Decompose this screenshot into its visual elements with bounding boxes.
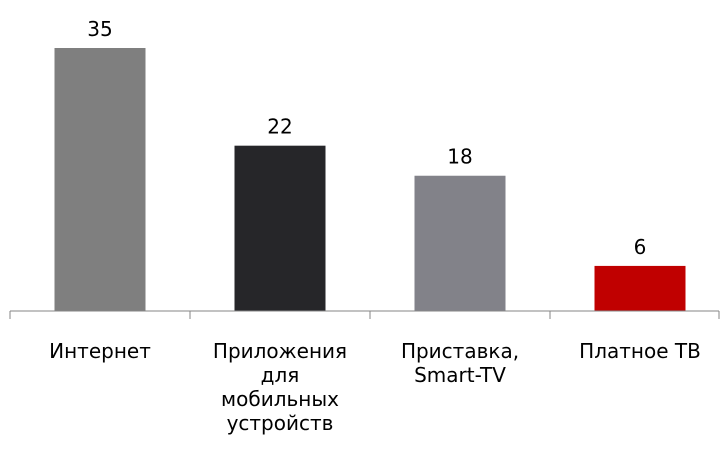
category-label-line: устройств bbox=[226, 411, 334, 435]
bar-1 bbox=[54, 48, 146, 311]
category-label-line: Smart-TV bbox=[414, 363, 506, 387]
bar-2 bbox=[234, 145, 326, 311]
x-axis bbox=[9, 310, 720, 319]
category-label-line: Платное ТВ bbox=[579, 339, 701, 363]
category-label-line: Интернет bbox=[49, 339, 151, 363]
bar-4 bbox=[594, 265, 686, 311]
category-label-4: Платное ТВ bbox=[550, 339, 721, 363]
category-label-1: Интернет bbox=[10, 339, 190, 363]
category-label-line: мобильных bbox=[221, 387, 339, 411]
bar-3 bbox=[414, 175, 506, 311]
category-label-line: для bbox=[260, 363, 300, 387]
bars-group bbox=[54, 48, 686, 311]
data-label-2: 22 bbox=[267, 115, 292, 139]
category-label-3: Приставка, Smart-TV bbox=[370, 339, 550, 387]
data-label-4: 6 bbox=[634, 235, 647, 259]
category-label-line: Приложения bbox=[212, 339, 348, 363]
data-label-3: 18 bbox=[447, 145, 472, 169]
data-labels-group: 35 22 18 6 bbox=[87, 17, 646, 259]
category-label-2: Приложения для мобильных устройств bbox=[190, 339, 370, 435]
data-label-1: 35 bbox=[87, 17, 112, 41]
category-label-line: Приставка, bbox=[400, 339, 520, 363]
